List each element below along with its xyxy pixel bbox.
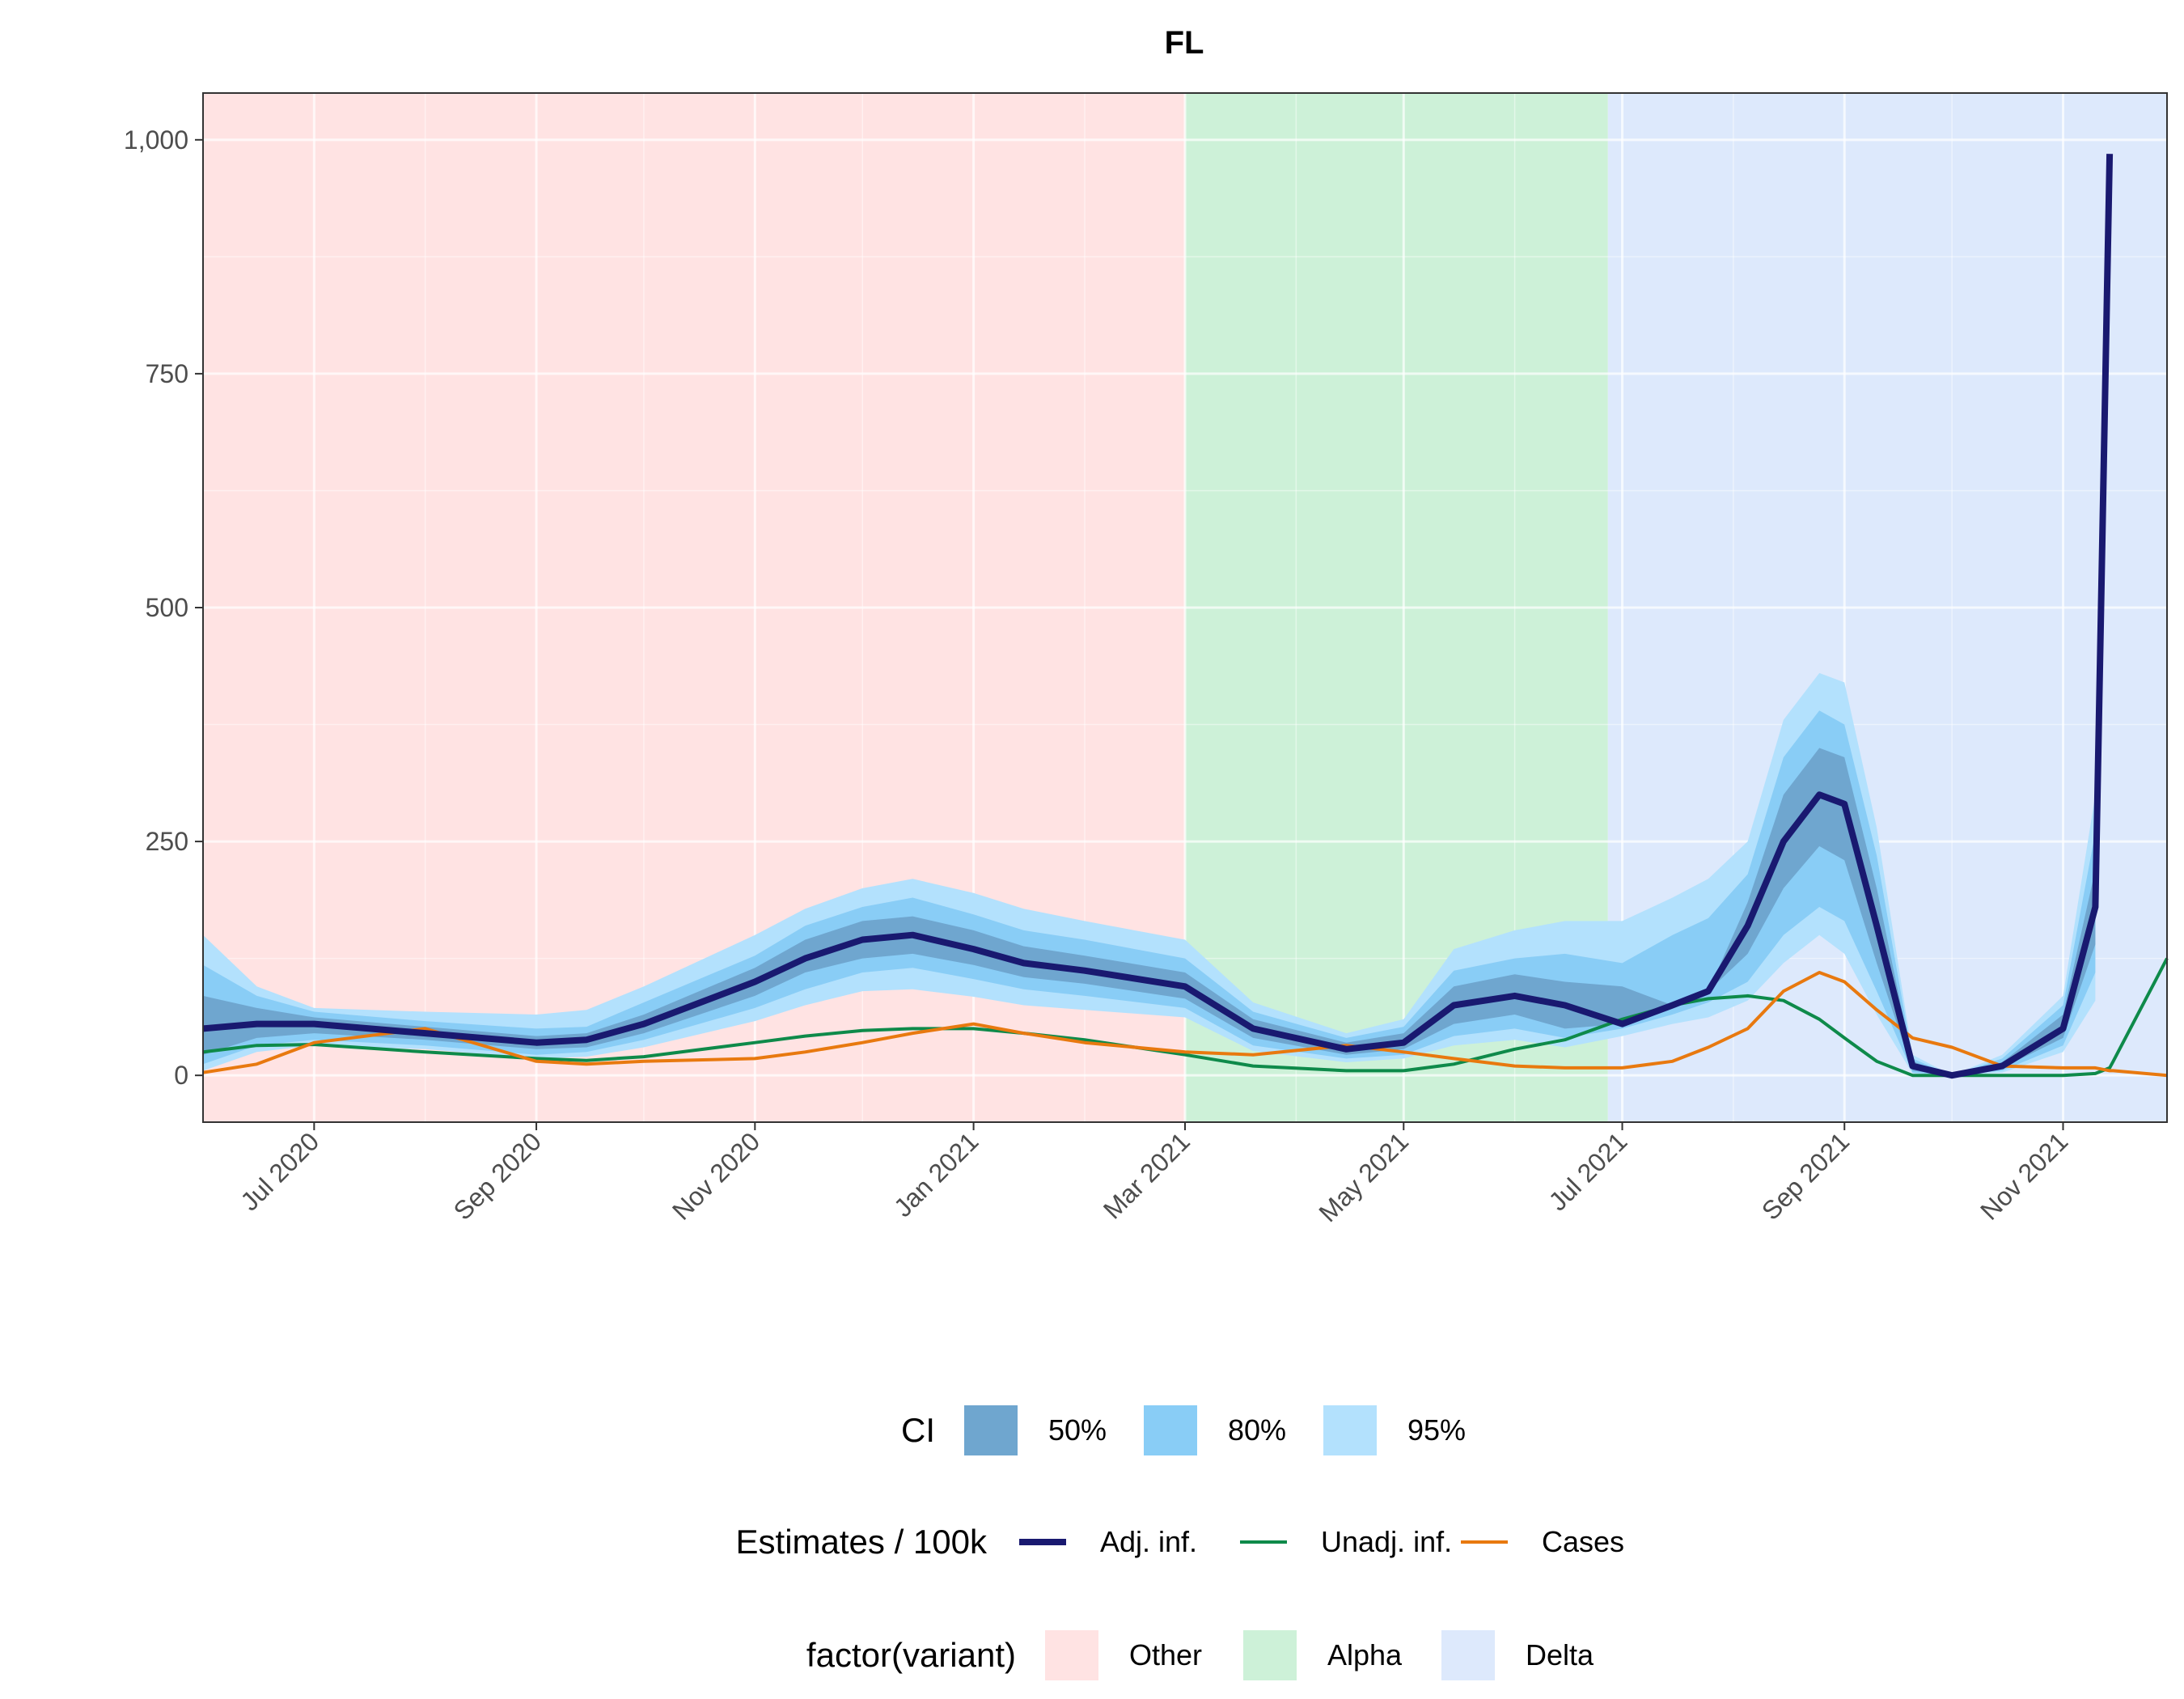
- legend-label: Delta: [1526, 1638, 1594, 1671]
- chart-title: FL: [1165, 25, 1204, 61]
- adj-inf-line: [202, 154, 2114, 1079]
- legend-title: CI: [901, 1411, 935, 1449]
- ci-80-ribbon: [203, 710, 2096, 1076]
- x-tick-label: May 2021: [1313, 1126, 1414, 1227]
- legend-label: 50%: [1048, 1413, 1107, 1447]
- x-tick-label: Nov 2021: [1974, 1126, 2073, 1225]
- legend-label: 80%: [1228, 1413, 1286, 1447]
- y-tick-label: 0: [174, 1061, 188, 1090]
- legend-label: Unadj. inf.: [1321, 1525, 1452, 1558]
- x-tick-label: Jan 2021: [888, 1126, 984, 1222]
- legend-label: Adj. inf.: [1100, 1525, 1197, 1558]
- y-tick-label: 1,000: [124, 125, 188, 155]
- x-tick-label: Sep 2021: [1756, 1126, 1855, 1225]
- x-tick-label: Jul 2020: [235, 1126, 324, 1216]
- y-tick-label: 750: [146, 359, 188, 388]
- legend-key: [964, 1405, 1018, 1455]
- y-tick-label: 500: [146, 593, 188, 622]
- legend-key: [1045, 1630, 1098, 1680]
- legend-key: [1144, 1405, 1197, 1455]
- cases-line: [202, 971, 2168, 1078]
- legend-title: factor(variant): [806, 1636, 1016, 1674]
- legends: CI 50% 80% 95% Estimates / 100k Adj. inf. Unad…: [736, 1405, 1624, 1680]
- legend-label: Alpha: [1327, 1638, 1403, 1671]
- x-tick-label: Sep 2020: [448, 1126, 547, 1225]
- legend-label: Cases: [1542, 1525, 1624, 1558]
- y-tick-label: 250: [146, 827, 188, 856]
- plot-panel: [202, 93, 2169, 1122]
- x-tick-label: Nov 2020: [667, 1126, 765, 1225]
- legend-key: [1243, 1630, 1297, 1680]
- ci-50-ribbon: [203, 748, 2096, 1076]
- legend-label: Other: [1129, 1638, 1202, 1671]
- legend-label: 95%: [1407, 1413, 1466, 1447]
- x-tick-label: Jul 2021: [1543, 1126, 1632, 1216]
- legend-title: Estimates / 100k: [736, 1523, 988, 1561]
- legend-key: [1323, 1405, 1377, 1455]
- x-tick-label: Mar 2021: [1098, 1126, 1196, 1224]
- legend-key: [1441, 1630, 1495, 1680]
